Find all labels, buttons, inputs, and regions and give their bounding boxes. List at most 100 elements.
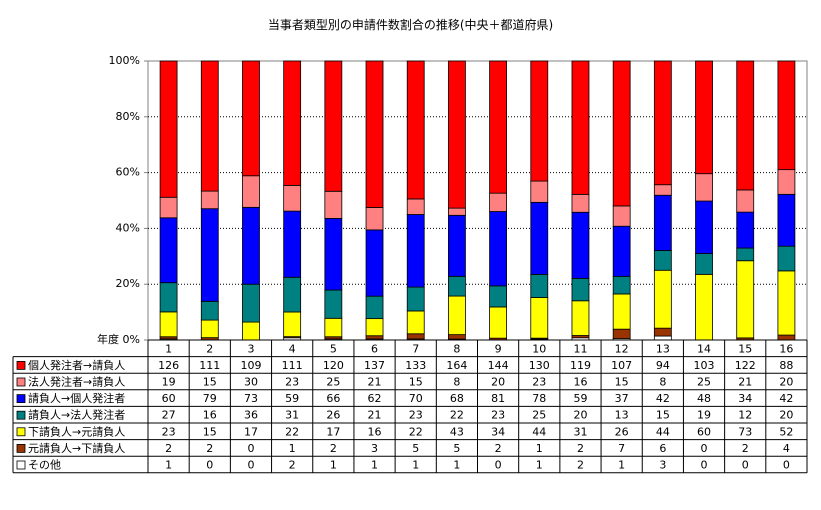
data-label: 3 (659, 459, 666, 472)
bar-segment (406, 198, 425, 215)
data-label: 19 (162, 376, 176, 389)
data-label: 4 (783, 442, 790, 455)
data-label: 23 (285, 376, 299, 389)
bar-segment (571, 300, 590, 336)
data-label: 0 (206, 459, 213, 472)
data-label: 26 (326, 409, 340, 422)
data-label: 62 (368, 392, 382, 405)
data-label: 17 (244, 425, 258, 438)
data-label: 34 (491, 425, 505, 438)
data-label: 60 (697, 425, 711, 438)
data-label: 0 (783, 459, 790, 472)
data-label: 23 (409, 409, 423, 422)
bar-segment (530, 180, 549, 203)
data-label: 3 (371, 442, 378, 455)
bar-segment (365, 335, 384, 340)
bar-segment (324, 60, 343, 192)
legend-label: 請負人→個人発注者 (28, 391, 125, 405)
bar-segment (200, 319, 219, 339)
data-label: 31 (285, 409, 299, 422)
bar-segment (242, 175, 260, 208)
bar-segment (200, 60, 219, 192)
x-tick-label: 6 (371, 342, 378, 355)
data-label: 79 (203, 392, 217, 405)
data-label: 7 (618, 442, 625, 455)
data-label: 1 (536, 459, 543, 472)
legend-label: 下請負人→元請負人 (28, 424, 125, 438)
data-label: 2 (330, 442, 337, 455)
bar-segment (200, 300, 219, 321)
data-label: 66 (326, 392, 340, 405)
data-label: 59 (285, 392, 299, 405)
data-label: 6 (659, 442, 666, 455)
data-label: 5 (412, 442, 419, 455)
data-label: 0 (742, 459, 749, 472)
data-label: 15 (656, 409, 670, 422)
data-label: 1 (165, 459, 172, 472)
data-label: 15 (203, 425, 217, 438)
data-label: 31 (573, 425, 587, 438)
data-label: 44 (532, 425, 546, 438)
data-label: 94 (656, 359, 670, 372)
bar-segment (653, 194, 672, 251)
data-label: 119 (570, 359, 591, 372)
data-label: 1 (412, 459, 419, 472)
data-label: 2 (206, 442, 213, 455)
bar-segment (695, 173, 713, 202)
bar-segment (159, 282, 178, 313)
bar-segment (777, 334, 796, 341)
data-label: 1 (453, 459, 460, 472)
bar-segment (324, 190, 343, 219)
data-label: 43 (450, 425, 464, 438)
bar-segment (653, 269, 672, 329)
bar-segment (695, 60, 713, 175)
bar-segment (159, 217, 178, 284)
data-label: 22 (409, 425, 423, 438)
data-label: 2 (577, 459, 584, 472)
bar-segment (283, 60, 302, 186)
data-label: 20 (573, 409, 587, 422)
y-tick-label: 80% (116, 110, 140, 123)
legend-swatch (16, 443, 26, 453)
data-label: 164 (446, 359, 467, 372)
data-label: 0 (247, 459, 254, 472)
bar-segment (653, 327, 672, 337)
data-label: 42 (779, 392, 793, 405)
legend-label: 法人発注者→請負人 (28, 375, 125, 389)
bar-segment (200, 190, 219, 210)
data-label: 36 (244, 409, 258, 422)
data-label: 1 (536, 442, 543, 455)
data-label: 120 (323, 359, 344, 372)
data-label: 133 (405, 359, 426, 372)
bar-segment (242, 206, 260, 285)
data-label: 78 (532, 392, 546, 405)
data-label: 1 (371, 459, 378, 472)
bars (159, 60, 796, 341)
legend-swatch (16, 377, 26, 387)
data-label: 37 (615, 392, 629, 405)
data-label: 2 (289, 459, 296, 472)
bar-segment (653, 335, 672, 341)
x-tick-label: 3 (247, 342, 254, 355)
bar-segment (406, 333, 425, 340)
data-label: 21 (738, 376, 752, 389)
data-label: 17 (326, 425, 340, 438)
bar-segment (612, 293, 631, 330)
y-axis-ticks: 0% 20% 40% 60% 80% 100% (109, 54, 148, 346)
data-label: 109 (240, 359, 261, 372)
data-label: 1 (330, 459, 337, 472)
legend-swatch (16, 427, 26, 437)
bar-segment (489, 306, 507, 339)
data-label: 111 (282, 359, 303, 372)
x-tick-label: 9 (495, 342, 502, 355)
data-label: 1 (618, 459, 625, 472)
bar-segment (159, 196, 178, 219)
bar-segment (324, 218, 343, 291)
data-label: 23 (491, 409, 505, 422)
data-label: 15 (615, 376, 629, 389)
data-label: 30 (244, 376, 258, 389)
data-label: 12 (738, 409, 752, 422)
bar-segment (736, 189, 755, 213)
data-label: 20 (491, 376, 505, 389)
